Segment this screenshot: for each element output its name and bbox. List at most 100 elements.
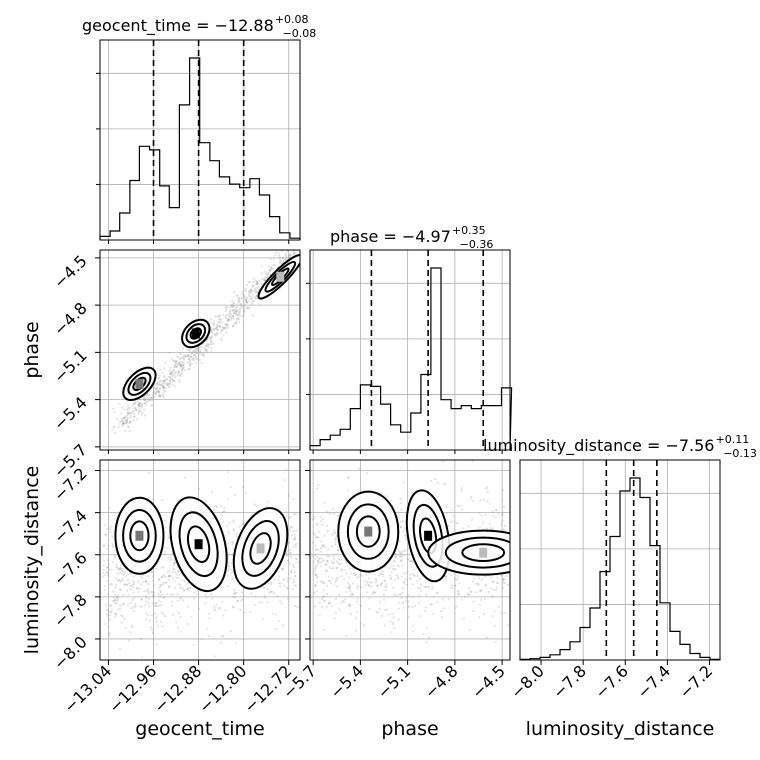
- sample-point: [179, 353, 182, 356]
- sample-point: [157, 599, 160, 602]
- sample-point: [347, 581, 350, 585]
- sample-point: [387, 613, 390, 616]
- sample-point: [451, 515, 454, 518]
- sample-point: [230, 318, 233, 321]
- sample-point: [127, 573, 130, 576]
- sample-point: [132, 591, 135, 594]
- sample-point: [106, 548, 109, 551]
- sample-point: [380, 581, 383, 585]
- sample-point: [402, 601, 405, 604]
- sample-point: [154, 393, 157, 396]
- sample-point: [164, 526, 167, 529]
- sample-point: [392, 560, 395, 563]
- sample-point: [180, 373, 183, 376]
- sample-point: [244, 289, 247, 292]
- sample-point: [230, 553, 233, 556]
- sample-point: [454, 584, 457, 587]
- sample-point: [238, 313, 241, 316]
- sample-point: [372, 591, 375, 594]
- sample-point: [322, 581, 325, 584]
- sample-point: [497, 513, 500, 516]
- y-tick-label: −4.8: [50, 299, 91, 340]
- sample-point: [333, 512, 336, 515]
- sample-point: [224, 609, 227, 612]
- sample-point: [176, 374, 179, 377]
- sample-point: [103, 584, 106, 588]
- sample-point: [110, 611, 113, 614]
- sample-point: [178, 380, 181, 383]
- sample-point: [225, 324, 228, 327]
- sample-point: [181, 357, 184, 360]
- sample-point: [186, 588, 189, 591]
- sample-point: [401, 520, 404, 523]
- sample-point: [252, 300, 255, 303]
- sample-point: [230, 541, 234, 544]
- x-tick-label: −12.80: [195, 661, 250, 716]
- sample-point: [151, 397, 154, 400]
- sample-point: [240, 296, 243, 299]
- sample-point: [206, 349, 209, 352]
- scatter-panel-luminosity-distance-vs-phase: [309, 459, 511, 661]
- sample-point: [125, 418, 129, 421]
- sample-point: [266, 273, 269, 276]
- sample-point: [187, 349, 190, 352]
- sample-point: [218, 314, 221, 317]
- sample-point: [229, 313, 232, 316]
- sample-point: [232, 304, 235, 307]
- sample-point: [267, 582, 270, 585]
- sample-point: [422, 633, 425, 636]
- sample-point: [183, 354, 186, 357]
- sample-point: [335, 585, 338, 588]
- sample-point: [122, 417, 125, 420]
- sample-point: [105, 566, 108, 569]
- sample-point: [134, 406, 137, 409]
- sample-point: [163, 553, 166, 556]
- sample-point: [105, 608, 108, 612]
- sample-point: [490, 576, 493, 579]
- sample-point: [177, 577, 180, 580]
- sample-point: [444, 575, 447, 578]
- sample-point: [240, 297, 243, 300]
- sample-point: [343, 578, 346, 581]
- sample-point: [293, 574, 296, 578]
- sample-point: [504, 611, 507, 615]
- sample-point: [240, 591, 243, 594]
- sample-point: [455, 522, 458, 525]
- sample-point: [215, 604, 218, 607]
- sample-point: [171, 383, 174, 386]
- sample-point: [111, 535, 114, 538]
- sample-point: [182, 357, 185, 360]
- sample-point: [189, 361, 192, 364]
- sample-point: [130, 624, 133, 627]
- sample-point: [237, 301, 240, 304]
- sample-point: [138, 407, 141, 410]
- sample-point: [181, 347, 184, 350]
- sample-point: [451, 520, 454, 523]
- sample-point: [196, 349, 199, 352]
- sample-point: [169, 555, 172, 559]
- sample-point: [119, 588, 122, 592]
- title-luminosity-distance: luminosity_distance = −7.56+0.11 −0.13: [483, 433, 757, 460]
- sample-point: [211, 331, 214, 335]
- sample-point: [289, 254, 292, 257]
- sample-point: [485, 485, 489, 489]
- sample-point: [314, 573, 317, 577]
- sample-point: [167, 575, 170, 578]
- sample-point: [254, 604, 257, 607]
- sample-point: [124, 419, 127, 422]
- sample-point: [220, 331, 223, 334]
- sample-point: [239, 303, 242, 306]
- sample-point: [240, 315, 243, 318]
- sample-point: [122, 421, 125, 424]
- sample-point: [181, 368, 184, 371]
- sample-point: [351, 593, 354, 596]
- sample-point: [277, 578, 280, 581]
- sample-point: [103, 524, 107, 527]
- sample-point: [117, 568, 120, 571]
- sample-point: [123, 408, 126, 411]
- sample-point: [148, 394, 151, 397]
- sample-point: [269, 581, 272, 585]
- sample-point: [190, 362, 193, 365]
- sample-point: [155, 382, 159, 385]
- sample-point: [268, 269, 271, 272]
